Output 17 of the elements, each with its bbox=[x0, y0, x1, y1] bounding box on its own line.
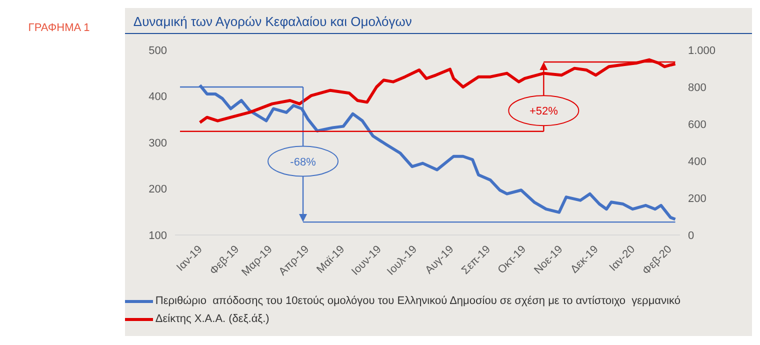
y2-tick-label: 1.000 bbox=[688, 44, 716, 57]
y2-tick-label: 0 bbox=[688, 230, 695, 242]
chart-title: Δυναμική των Αγορών Κεφαλαίου και Ομολόγων bbox=[125, 8, 752, 34]
annotation: -68% bbox=[290, 156, 316, 168]
y2-tick-label: 600 bbox=[688, 118, 707, 131]
annotation: +52% bbox=[530, 106, 558, 118]
text: ΓΡΑΦΗΜΑ 1 bbox=[27, 22, 91, 34]
y-tick-label: 500 bbox=[149, 44, 168, 57]
y-tick-label: 300 bbox=[149, 137, 168, 150]
legend-label: Περιθώριο απόδοσης του 10ετούς ομολόγου του Ελληνικού Δημοσίου σε σχέση με το αντίστοιχο γερμανικό bbox=[155, 295, 680, 307]
y2-tick-label: 400 bbox=[688, 156, 707, 168]
legend-label: Δείκτης Χ.Α.Α. (δεξ.άξ.) bbox=[155, 313, 270, 325]
y-tick-label: 400 bbox=[149, 91, 168, 104]
y-tick-label: 100 bbox=[149, 230, 168, 242]
y2-tick-label: 200 bbox=[688, 192, 707, 205]
y2-tick-label: 800 bbox=[688, 82, 707, 94]
y-tick-label: 200 bbox=[149, 184, 168, 196]
